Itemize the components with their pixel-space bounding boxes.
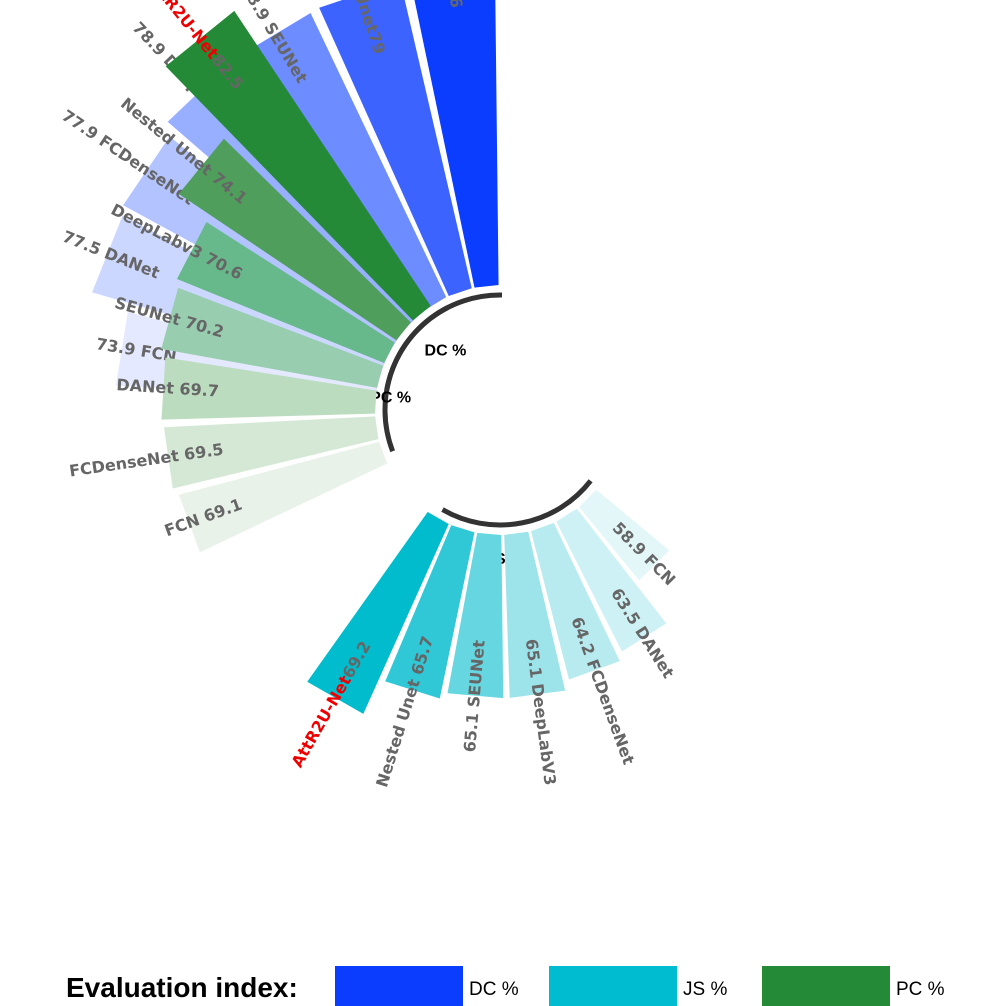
js-bar-nested-unet [385, 525, 475, 699]
legend-swatch-js [549, 966, 677, 1006]
dc-bar-nested-unet [319, 0, 472, 296]
js-bar-attr2u-net [307, 511, 449, 714]
legend: Evaluation index: DC % JS % PC % [0, 960, 1004, 1006]
dc-bar-seunet [237, 12, 447, 310]
js-bar-fcdensenet [531, 522, 620, 680]
dc-group-label: DC % [425, 343, 467, 360]
js-bar-deeplabv3 [504, 531, 566, 698]
legend-label-dc: DC % [469, 979, 519, 1000]
pc-bar-nested-unet [178, 138, 411, 341]
legend-swatch-dc [335, 966, 463, 1006]
dc-bar-label-attr2u-net: AttR2U-Net81.6 [432, 0, 466, 9]
pc-bar-deeplabv3 [176, 222, 395, 364]
pc-bar-fcdensenet [163, 416, 379, 489]
pc-bar-fcn [178, 441, 388, 553]
pc-bar-attr2u-net [165, 10, 431, 321]
pc-bar-danet [161, 357, 377, 420]
js-bar-seunet [447, 532, 504, 699]
js-bar-danet [556, 508, 667, 652]
js-bar-fcn [579, 489, 670, 581]
legend-swatch-pc [762, 966, 890, 1006]
js-inner-arc [441, 479, 593, 528]
legend-label-js: JS % [683, 979, 728, 1000]
radial-bar-chart: DC % 73.9 FCN 77.5 DANet 77.9 FCDenseNet 78.… [58, 0, 679, 789]
legend-label-pc: PC % [896, 979, 945, 1000]
dc-bar-attr2u-net [414, 0, 499, 288]
legend-title: Evaluation index: [66, 972, 298, 1003]
pc-bar-seunet [161, 287, 384, 388]
pc-inner-arc [382, 305, 449, 453]
pc-group-label: PC % [370, 390, 411, 407]
